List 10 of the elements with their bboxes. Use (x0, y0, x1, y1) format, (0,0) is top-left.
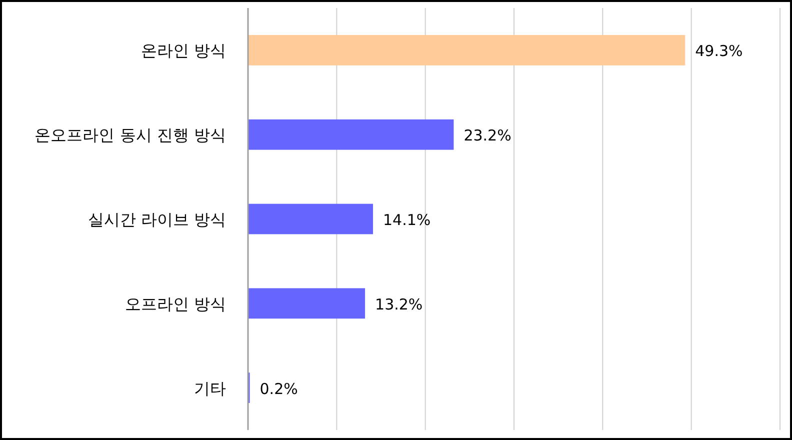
y-tick-label: 오프라인 방식 (124, 294, 226, 314)
data-label: 13.2% (375, 295, 423, 314)
data-label: 49.3% (695, 42, 743, 60)
y-tick-label: 실시간 라이브 방식 (88, 210, 226, 229)
data-label: 0.2% (260, 380, 298, 398)
data-label: 14.1% (383, 211, 431, 229)
y-tick-label: 온라인 방식 (140, 41, 226, 60)
data-label: 23.2% (464, 126, 512, 145)
y-tick-label: 기타 (194, 378, 226, 398)
y-tick-label: 온오프라인 동시 진행 방식 (34, 126, 226, 145)
